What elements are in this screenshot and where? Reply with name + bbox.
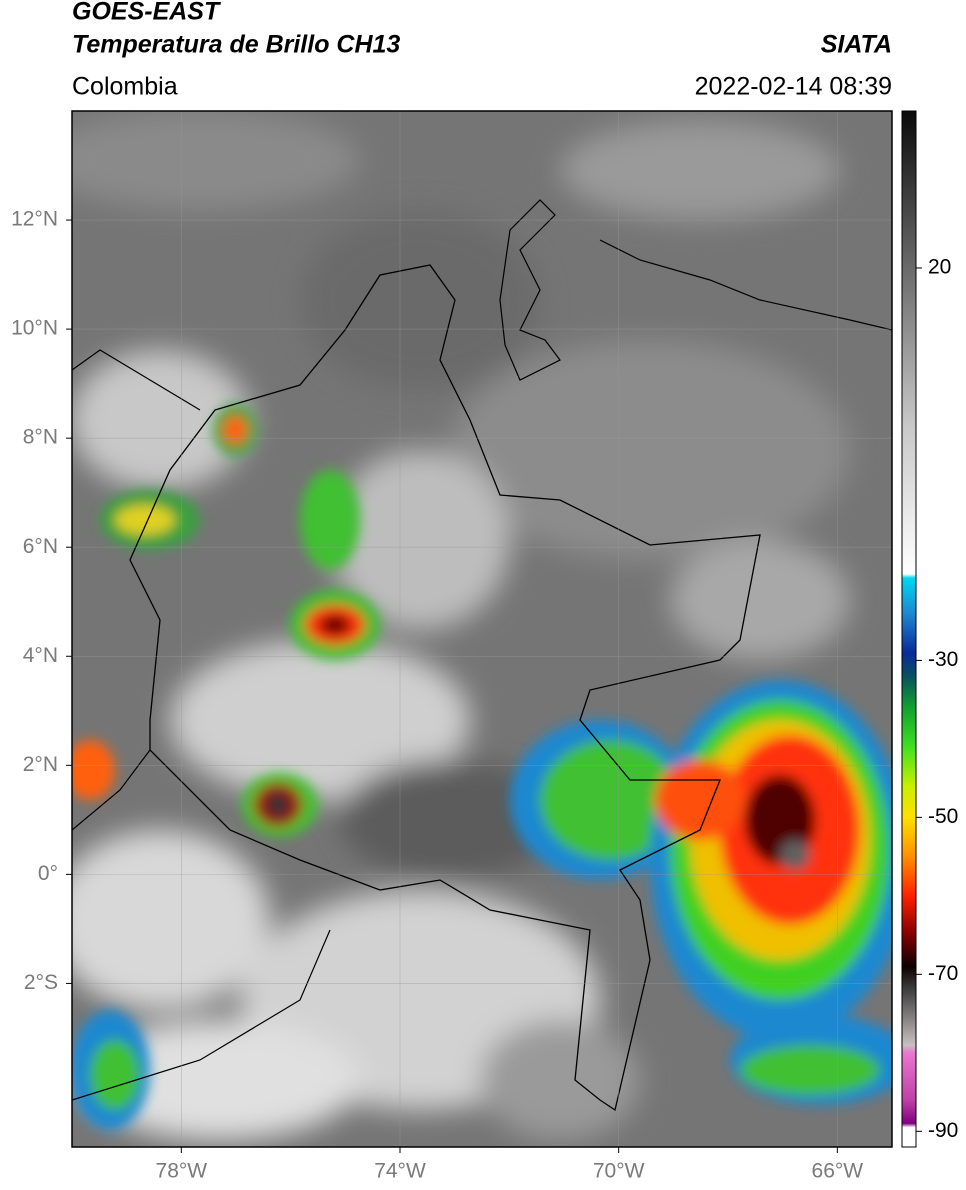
datetime: 2022-02-14 08:39 — [695, 73, 892, 101]
map-frame — [71, 110, 893, 1148]
colorbar-tick-label: -70 — [928, 962, 958, 985]
satellite-image — [72, 111, 892, 1147]
x-tick-label: 78°W — [156, 1160, 208, 1183]
x-tick-label: 74°W — [374, 1160, 426, 1183]
y-tick-label: 8°N — [23, 426, 58, 449]
y-tick-label: 10°N — [11, 317, 58, 340]
colorbar-tick-label: -50 — [928, 805, 958, 828]
cloud-field — [72, 111, 850, 1140]
y-tick-label: 4°N — [23, 644, 58, 667]
x-tick-label: 70°W — [593, 1160, 645, 1183]
region: Colombia — [72, 73, 178, 101]
colorbar-tick-label: -90 — [928, 1119, 958, 1142]
colorbar-tick-label: -30 — [928, 648, 958, 671]
colorbar-tick-label: 20 — [928, 256, 951, 279]
y-tick-label: 6°N — [23, 535, 58, 558]
colorbar — [901, 110, 917, 1148]
title: GOES-EAST — [72, 0, 222, 26]
x-tick-label: 66°W — [812, 1160, 864, 1183]
borders — [72, 349, 331, 1101]
venezuela-coast — [499, 199, 892, 381]
grid — [72, 111, 892, 1147]
y-tick-label: 12°N — [11, 208, 58, 231]
source: SIATA — [821, 31, 892, 59]
colombia-border — [129, 264, 761, 1112]
y-tick-label: 2°N — [23, 753, 58, 776]
y-tick-label: 0° — [38, 862, 58, 885]
y-tick-label: 2°S — [24, 971, 58, 994]
convection — [72, 404, 892, 1130]
subtitle: Temperatura de Brillo CH13 — [72, 31, 400, 59]
